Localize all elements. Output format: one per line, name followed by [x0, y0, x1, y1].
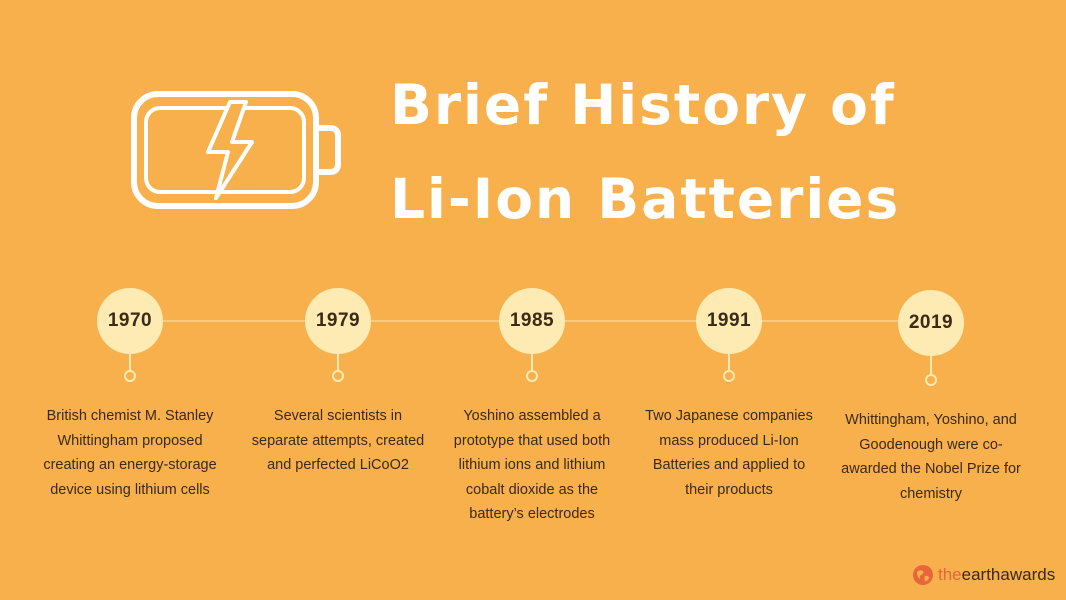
timeline-event-2019: 2019 Whittingham, Yoshino, and Goodenoug… [831, 0, 1031, 600]
event-description: Whittingham, Yoshino, and Goodenough wer… [841, 408, 1021, 506]
timeline-dot [124, 370, 136, 382]
timeline-stem [129, 354, 131, 370]
event-description: Several scientists in separate attempts,… [248, 404, 428, 478]
timeline-dot [723, 370, 735, 382]
timeline-stem [930, 356, 932, 374]
event-description: Yoshino assembled a prototype that used … [442, 404, 622, 527]
earth-icon [912, 564, 934, 586]
timeline-stem [728, 354, 730, 370]
year-badge: 1970 [97, 288, 163, 354]
year-badge: 2019 [898, 290, 964, 356]
event-description: British chemist M. Stanley Whittingham p… [40, 404, 220, 502]
timeline-dot [332, 370, 344, 382]
event-description: Two Japanese companies mass produced Li-… [639, 404, 819, 502]
timeline-stem [337, 354, 339, 370]
year-badge: 1979 [305, 288, 371, 354]
year-badge: 1991 [696, 288, 762, 354]
timeline-event-1985: 1985 Yoshino assembled a prototype that … [432, 0, 632, 600]
timeline-stem [531, 354, 533, 370]
brand-text-the: the [938, 565, 962, 584]
timeline-event-1970: 1970 British chemist M. Stanley Whitting… [30, 0, 230, 600]
year-badge: 1985 [499, 288, 565, 354]
timeline-dot [526, 370, 538, 382]
brand-text-awards: awards [1000, 565, 1055, 584]
timeline-dot [925, 374, 937, 386]
brand-logo: theearthawards [912, 562, 1055, 588]
timeline-event-1991: 1991 Two Japanese companies mass produce… [629, 0, 829, 600]
timeline-event-1979: 1979 Several scientists in separate atte… [238, 0, 438, 600]
brand-text-earth: earth [962, 565, 1001, 584]
